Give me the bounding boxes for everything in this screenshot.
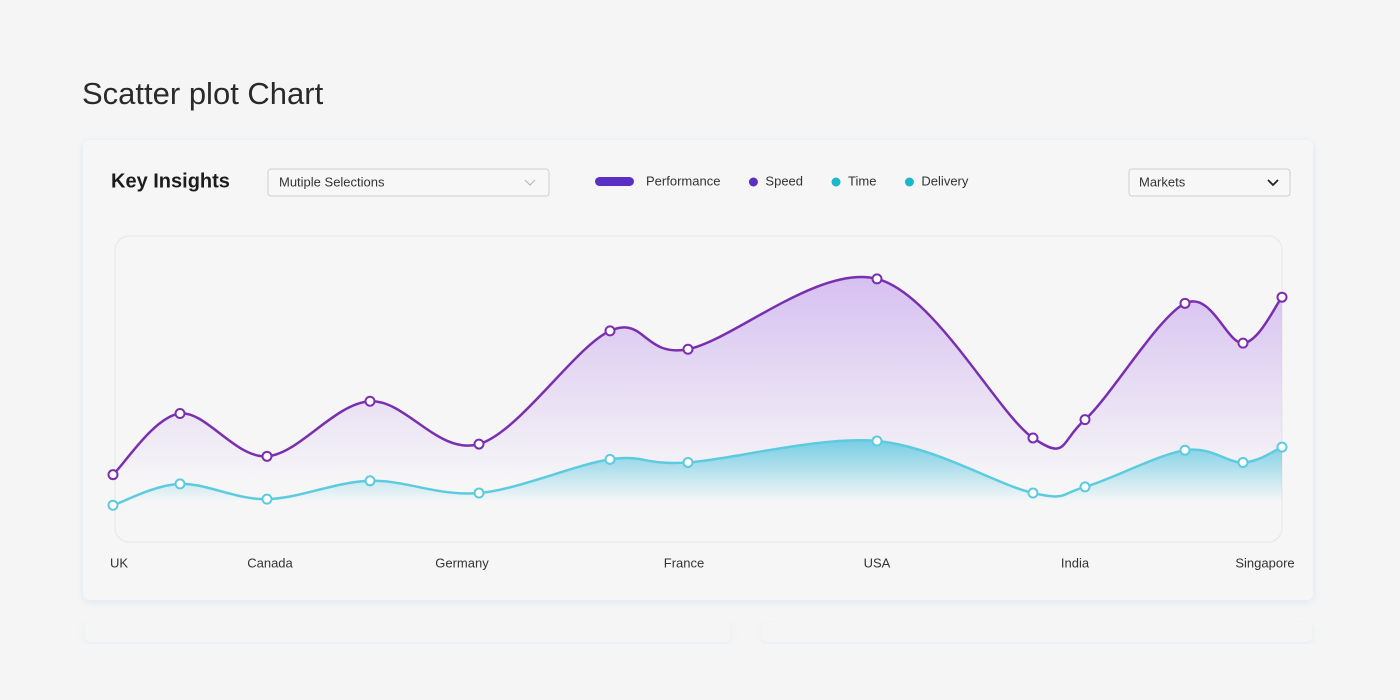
legend-label: Speed bbox=[765, 173, 803, 188]
chevron[interactable] bbox=[1267, 179, 1279, 187]
area bbox=[113, 276, 1282, 502]
x-tick-label: Singapore bbox=[1235, 555, 1294, 570]
dropdown-text[interactable]: Mutiple Selections bbox=[279, 174, 385, 189]
point bbox=[1079, 481, 1091, 493]
page-title: Scatter plot Chart bbox=[82, 76, 324, 111]
point bbox=[604, 325, 616, 337]
card-placeholder bbox=[762, 622, 1312, 642]
legend-label: Delivery bbox=[921, 173, 968, 188]
point bbox=[1027, 432, 1039, 444]
point bbox=[1027, 487, 1039, 499]
legend-swatch bbox=[748, 177, 758, 187]
point bbox=[107, 469, 119, 481]
x-tick-label: USA bbox=[864, 555, 891, 570]
area bbox=[113, 440, 1282, 506]
point bbox=[473, 438, 485, 450]
point bbox=[107, 499, 119, 511]
legend-swatch bbox=[904, 177, 914, 187]
point bbox=[604, 453, 616, 465]
point bbox=[1079, 414, 1091, 426]
point bbox=[1276, 441, 1288, 453]
x-tick-label: Canada bbox=[247, 555, 293, 570]
x-tick-label: France bbox=[664, 555, 704, 570]
point bbox=[871, 273, 883, 285]
dropdown-box[interactable] bbox=[1128, 168, 1291, 197]
point bbox=[364, 475, 376, 487]
point bbox=[261, 493, 273, 505]
legend-label: Performance bbox=[646, 173, 720, 188]
x-tick-label: Germany bbox=[435, 555, 489, 570]
legend-swatch bbox=[831, 177, 841, 187]
point bbox=[682, 343, 694, 355]
point bbox=[174, 407, 186, 419]
dropdown-box[interactable] bbox=[267, 168, 550, 197]
point bbox=[1237, 337, 1249, 349]
point bbox=[1179, 444, 1191, 456]
x-tick-label: India bbox=[1061, 555, 1090, 570]
point bbox=[1179, 297, 1191, 309]
point bbox=[1276, 291, 1288, 303]
point bbox=[261, 450, 273, 462]
point bbox=[364, 395, 376, 407]
legend-swatch bbox=[595, 177, 634, 186]
dropdown-text[interactable]: Markets bbox=[1139, 174, 1186, 189]
markets-dropdown[interactable]: Markets bbox=[1128, 168, 1291, 197]
x-tick-label: UK bbox=[110, 555, 128, 570]
point bbox=[473, 487, 485, 499]
chevron[interactable] bbox=[524, 179, 536, 186]
card-placeholder bbox=[85, 622, 730, 642]
point bbox=[682, 456, 694, 468]
point bbox=[174, 478, 186, 490]
card-title: Key Insights bbox=[111, 170, 230, 192]
selection-dropdown[interactable]: Mutiple Selections bbox=[267, 168, 550, 197]
point bbox=[871, 435, 883, 447]
legend-label: Time bbox=[848, 173, 876, 188]
point bbox=[1237, 456, 1249, 468]
